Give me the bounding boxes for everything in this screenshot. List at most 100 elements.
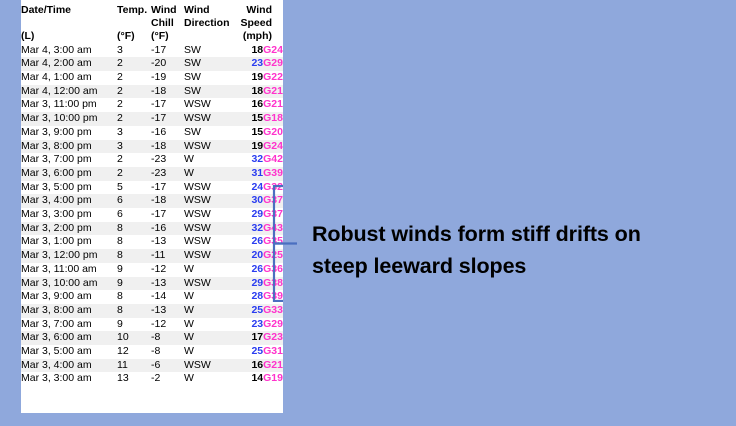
- cell-temperature: 3: [117, 43, 151, 58]
- header-winddirection-line1: Wind: [184, 0, 240, 18]
- cell-datetime: Mar 3, 6:00 am: [21, 331, 117, 346]
- cell-datetime: Mar 3, 6:00 pm: [21, 166, 117, 181]
- cell-wind-speed: 26G36: [240, 262, 283, 277]
- wind-gust-value: G37: [263, 194, 283, 207]
- wind-speed-value: 26: [251, 262, 264, 275]
- cell-datetime: Mar 3, 11:00 pm: [21, 98, 117, 113]
- cell-wind-chill: -23: [151, 153, 184, 167]
- cell-datetime: Mar 3, 3:00 am: [21, 372, 117, 387]
- cell-wind-speed: 14G19: [240, 372, 283, 387]
- cell-wind-chill: -13: [151, 235, 184, 250]
- wind-speed-value: 29: [251, 276, 264, 289]
- header-temp-line1: Temp.: [117, 0, 151, 18]
- cell-wind-chill: -20: [151, 57, 184, 72]
- table-row: Mar 3, 4:00 am 11 -6 WSW 16G21: [21, 358, 283, 373]
- table-row: Mar 3, 9:00 am 8 -14 W 28G39: [21, 290, 283, 304]
- header-temp-units: (°F): [117, 30, 151, 44]
- cell-temperature: 6: [117, 194, 151, 209]
- cell-wind-direction: SW: [184, 84, 240, 99]
- header-row-line3: (L) (°F) (°F) (mph): [21, 30, 283, 44]
- cell-datetime: Mar 3, 12:00 pm: [21, 249, 117, 263]
- cell-wind-speed: 29G37: [240, 208, 283, 222]
- cell-wind-chill: -18: [151, 84, 184, 99]
- cell-datetime: Mar 3, 2:00 pm: [21, 221, 117, 236]
- cell-temperature: 8: [117, 235, 151, 250]
- header-windchill-line1: Wind: [151, 0, 184, 18]
- cell-datetime: Mar 3, 9:00 am: [21, 290, 117, 304]
- header-row-line2: Chill Direction Speed: [21, 17, 283, 31]
- table-row: Mar 3, 7:00 am 9 -12 W 23G29: [21, 317, 283, 332]
- header-windspeed-line1: Wind: [240, 0, 283, 18]
- cell-wind-chill: -2: [151, 372, 184, 387]
- wind-gust-value: G36: [263, 262, 283, 275]
- cell-temperature: 12: [117, 345, 151, 359]
- cell-datetime: Mar 3, 5:00 am: [21, 345, 117, 359]
- cell-temperature: 3: [117, 139, 151, 154]
- cell-wind-chill: -13: [151, 303, 184, 318]
- cell-temperature: 3: [117, 125, 151, 140]
- table-row: Mar 3, 11:00 am 9 -12 W 26G36: [21, 262, 283, 277]
- cell-wind-speed: 20G25: [240, 249, 283, 263]
- cell-datetime: Mar 3, 5:00 pm: [21, 180, 117, 195]
- table-row: Mar 3, 3:00 am 13 -2 W 14G19: [21, 372, 283, 387]
- cell-datetime: Mar 3, 7:00 am: [21, 317, 117, 332]
- cell-wind-chill: -14: [151, 290, 184, 304]
- wind-gust-value: G31: [263, 345, 283, 358]
- cell-wind-chill: -19: [151, 71, 184, 85]
- cell-temperature: 10: [117, 331, 151, 346]
- cell-temperature: 9: [117, 317, 151, 332]
- header-windchill-units: (°F): [151, 30, 184, 44]
- cell-wind-direction: W: [184, 290, 240, 304]
- cell-wind-direction: WSW: [184, 221, 240, 236]
- cell-datetime: Mar 3, 10:00 am: [21, 276, 117, 291]
- cell-wind-chill: -12: [151, 317, 184, 332]
- table-row: Mar 3, 9:00 pm 3 -16 SW 15G20: [21, 125, 283, 140]
- wind-speed-value: 18: [251, 84, 264, 97]
- cell-wind-speed: 32G42: [240, 153, 283, 167]
- wind-speed-value: 16: [251, 358, 264, 371]
- table-row: Mar 3, 10:00 pm 2 -17 WSW 15G18: [21, 112, 283, 126]
- weather-observations-panel: Date/Time Temp. Wind Wind Wind Chill Dir…: [21, 0, 283, 413]
- cell-wind-direction: W: [184, 317, 240, 332]
- cell-datetime: Mar 3, 11:00 am: [21, 262, 117, 277]
- cell-wind-speed: 15G20: [240, 125, 283, 140]
- cell-datetime: Mar 3, 4:00 am: [21, 358, 117, 373]
- cell-wind-chill: -16: [151, 221, 184, 236]
- cell-temperature: 2: [117, 153, 151, 167]
- cell-wind-speed: 25G33: [240, 303, 283, 318]
- cell-temperature: 2: [117, 84, 151, 99]
- cell-wind-speed: 16G21: [240, 98, 283, 113]
- header-temp-line2: [117, 17, 151, 31]
- cell-temperature: 9: [117, 276, 151, 291]
- cell-wind-direction: WSW: [184, 112, 240, 126]
- cell-datetime: Mar 4, 2:00 am: [21, 57, 117, 72]
- table-row: Mar 4, 12:00 am 2 -18 SW 18G21: [21, 84, 283, 99]
- wind-gust-value: G19: [263, 372, 283, 385]
- wind-gust-value: G38: [263, 276, 283, 289]
- wind-speed-value: 25: [251, 303, 264, 316]
- cell-datetime: Mar 3, 9:00 pm: [21, 125, 117, 140]
- cell-wind-chill: -8: [151, 331, 184, 346]
- cell-datetime: Mar 4, 12:00 am: [21, 84, 117, 99]
- wind-gust-value: G37: [263, 208, 283, 221]
- cell-wind-speed: 15G18: [240, 112, 283, 126]
- wind-gust-value: G39: [263, 290, 283, 303]
- cell-datetime: Mar 3, 10:00 pm: [21, 112, 117, 126]
- cell-wind-direction: W: [184, 303, 240, 318]
- cell-wind-speed: 19G22: [240, 71, 283, 85]
- cell-wind-direction: SW: [184, 125, 240, 140]
- cell-wind-chill: -23: [151, 166, 184, 181]
- cell-datetime: Mar 3, 7:00 pm: [21, 153, 117, 167]
- cell-temperature: 8: [117, 221, 151, 236]
- wind-speed-value: 25: [251, 345, 264, 358]
- wind-speed-value: 16: [251, 98, 264, 111]
- cell-wind-direction: SW: [184, 43, 240, 58]
- header-windchill-line2: Chill: [151, 17, 184, 31]
- cell-temperature: 2: [117, 57, 151, 72]
- table-row: Mar 3, 6:00 pm 2 -23 W 31G39: [21, 166, 283, 181]
- wind-gust-value: G24: [263, 139, 283, 152]
- cell-wind-speed: 23G29: [240, 57, 283, 72]
- cell-wind-speed: 28G39: [240, 290, 283, 304]
- table-row: Mar 4, 2:00 am 2 -20 SW 23G29: [21, 57, 283, 72]
- header-datetime-units: (L): [21, 30, 117, 44]
